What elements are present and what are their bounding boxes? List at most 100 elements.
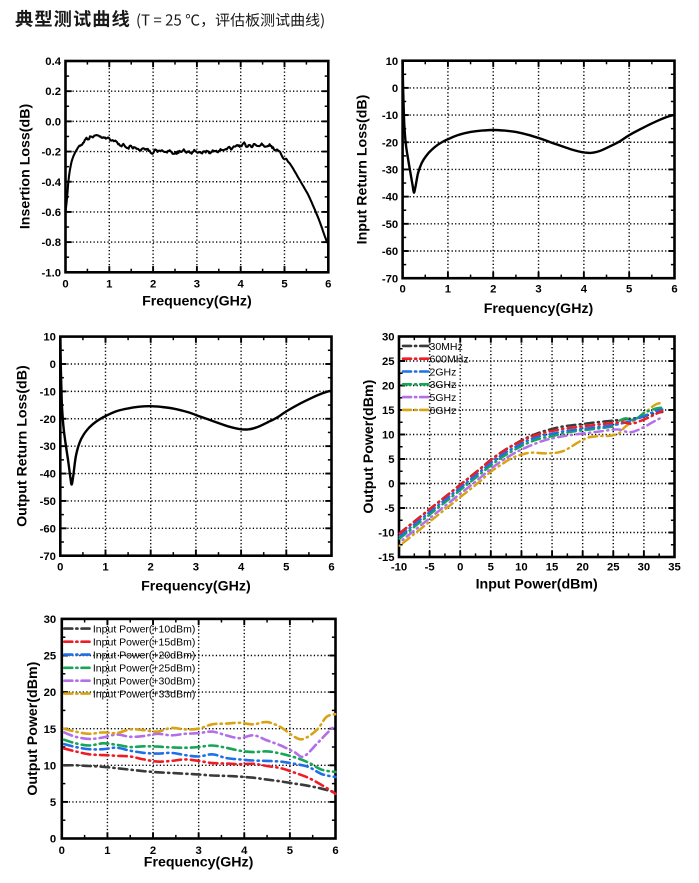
svg-text:-10: -10: [378, 528, 394, 540]
svg-text:-10: -10: [391, 561, 407, 573]
svg-text:20: 20: [382, 381, 395, 393]
svg-text:1: 1: [106, 279, 112, 291]
svg-text:10: 10: [386, 56, 399, 68]
svg-text:0.2: 0.2: [45, 86, 61, 98]
svg-text:Frequency(GHz): Frequency(GHz): [141, 579, 251, 595]
svg-text:2: 2: [150, 845, 156, 857]
svg-text:5: 5: [488, 561, 494, 573]
svg-text:6: 6: [328, 561, 334, 573]
svg-text:-30: -30: [382, 165, 398, 177]
svg-text:0: 0: [50, 359, 56, 371]
svg-text:-50: -50: [382, 219, 398, 231]
svg-text:30: 30: [44, 614, 57, 626]
svg-text:Input Power(+33dBm): Input Power(+33dBm): [93, 689, 195, 701]
svg-text:3: 3: [196, 845, 202, 857]
svg-text:5: 5: [283, 561, 289, 573]
svg-text:0: 0: [388, 479, 394, 491]
svg-text:-1.0: -1.0: [42, 267, 61, 279]
svg-text:5: 5: [388, 454, 394, 466]
svg-text:2: 2: [150, 279, 156, 291]
svg-text:-0.8: -0.8: [42, 237, 61, 249]
svg-text:25: 25: [607, 561, 620, 573]
svg-text:0: 0: [62, 279, 68, 291]
svg-text:35: 35: [668, 561, 681, 573]
svg-text:1: 1: [102, 561, 108, 573]
svg-text:15: 15: [546, 561, 559, 573]
svg-text:5: 5: [50, 797, 56, 809]
svg-text:10: 10: [44, 760, 57, 772]
svg-text:15: 15: [44, 724, 57, 736]
svg-text:-70: -70: [382, 273, 398, 285]
svg-text:-0.2: -0.2: [42, 147, 61, 159]
svg-text:-5: -5: [425, 561, 435, 573]
svg-text:3: 3: [194, 279, 200, 291]
svg-text:3: 3: [193, 561, 199, 573]
svg-text:5: 5: [281, 279, 287, 291]
svg-text:Input Power(dBm): Input Power(dBm): [476, 577, 598, 593]
svg-text:-5: -5: [385, 503, 395, 515]
svg-text:10: 10: [43, 332, 56, 344]
svg-text:2: 2: [490, 284, 496, 296]
svg-text:0: 0: [50, 834, 56, 846]
svg-text:20: 20: [576, 561, 589, 573]
svg-text:10: 10: [382, 430, 395, 442]
svg-text:Input Power(+15dBm): Input Power(+15dBm): [93, 637, 195, 649]
svg-text:0.0: 0.0: [45, 116, 61, 128]
svg-text:Insertion Loss(dB): Insertion Loss(dB): [17, 104, 33, 230]
svg-text:0: 0: [392, 83, 398, 95]
svg-text:-15: -15: [378, 552, 394, 564]
svg-text:5: 5: [287, 845, 293, 857]
svg-text:4: 4: [241, 845, 248, 857]
svg-text:600MHz: 600MHz: [430, 354, 469, 366]
svg-text:6: 6: [325, 279, 331, 291]
svg-text:-10: -10: [40, 386, 56, 398]
svg-text:6: 6: [332, 845, 338, 857]
svg-text:0.4: 0.4: [45, 56, 61, 68]
svg-text:-10: -10: [382, 110, 398, 122]
svg-text:25: 25: [382, 356, 395, 368]
svg-text:1: 1: [104, 845, 110, 857]
svg-text:-70: -70: [40, 551, 56, 563]
svg-text:2GHz: 2GHz: [430, 366, 457, 378]
svg-text:10: 10: [515, 561, 528, 573]
svg-text:0: 0: [59, 845, 65, 857]
svg-text:-0.4: -0.4: [42, 177, 62, 189]
svg-text:0: 0: [457, 561, 463, 573]
svg-text:0: 0: [399, 284, 405, 296]
svg-text:-0.6: -0.6: [42, 207, 61, 219]
svg-text:-40: -40: [40, 469, 56, 481]
svg-text:Input Return Loss(dB): Input Return Loss(dB): [354, 94, 370, 244]
svg-text:Input Power(+10dBm): Input Power(+10dBm): [93, 624, 195, 636]
svg-text:3GHz: 3GHz: [430, 379, 457, 391]
svg-text:15: 15: [382, 405, 395, 417]
svg-text:4: 4: [581, 284, 588, 296]
svg-text:5GHz: 5GHz: [430, 392, 457, 404]
svg-text:6GHz: 6GHz: [430, 405, 457, 417]
svg-text:-40: -40: [382, 192, 398, 204]
svg-text:25: 25: [44, 651, 57, 663]
svg-text:30: 30: [382, 332, 395, 344]
svg-text:30MHz: 30MHz: [430, 341, 463, 353]
svg-text:-60: -60: [382, 246, 398, 258]
svg-text:30: 30: [638, 561, 651, 573]
svg-text:2: 2: [148, 561, 154, 573]
svg-text:-50: -50: [40, 496, 56, 508]
svg-text:Output Power(dBm): Output Power(dBm): [25, 661, 41, 795]
svg-text:20: 20: [44, 687, 57, 699]
svg-text:-60: -60: [40, 523, 56, 535]
svg-text:Output Return Loss(dB): Output Return Loss(dB): [15, 365, 31, 527]
svg-text:6: 6: [671, 284, 677, 296]
svg-text:Frequency(GHz): Frequency(GHz): [144, 855, 254, 871]
svg-text:4: 4: [238, 279, 245, 291]
svg-text:Frequency(GHz): Frequency(GHz): [142, 294, 252, 310]
svg-text:1: 1: [445, 284, 451, 296]
svg-text:Input Power(+25dBm): Input Power(+25dBm): [93, 663, 195, 675]
svg-text:Input Power(+30dBm): Input Power(+30dBm): [93, 676, 195, 688]
svg-text:3: 3: [535, 284, 541, 296]
svg-text:Input Power(+20dBm): Input Power(+20dBm): [93, 650, 195, 662]
svg-text:Frequency(GHz): Frequency(GHz): [484, 301, 594, 317]
svg-text:-30: -30: [40, 441, 56, 453]
svg-text:4: 4: [238, 561, 245, 573]
svg-text:5: 5: [626, 284, 632, 296]
svg-text:0: 0: [57, 561, 63, 573]
